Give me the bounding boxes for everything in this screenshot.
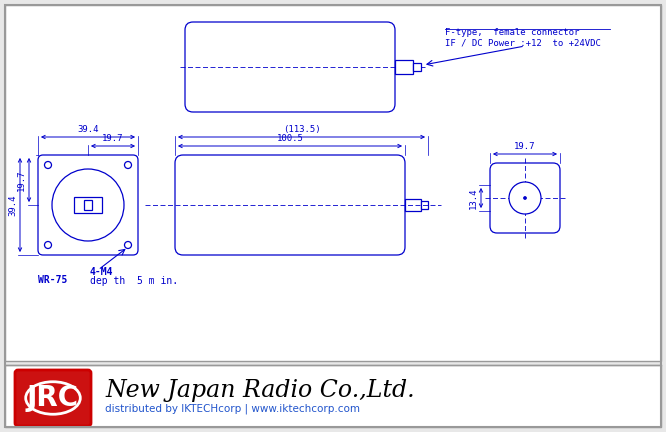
Text: New Japan Radio Co.,Ltd.: New Japan Radio Co.,Ltd. (105, 378, 415, 401)
Text: 39.4: 39.4 (8, 194, 17, 216)
FancyBboxPatch shape (490, 163, 560, 233)
FancyBboxPatch shape (175, 155, 405, 255)
Circle shape (509, 182, 541, 214)
Text: F-type,  female connector: F-type, female connector (445, 28, 579, 37)
Circle shape (523, 197, 527, 200)
Bar (413, 63, 421, 71)
FancyBboxPatch shape (38, 155, 138, 255)
Bar (5, 5, 661, 361)
Bar (74, 197, 102, 213)
Text: 13.4: 13.4 (469, 187, 478, 209)
FancyBboxPatch shape (15, 370, 91, 426)
Text: JRC: JRC (27, 384, 79, 412)
Text: 39.4: 39.4 (77, 125, 99, 134)
Text: WR-75: WR-75 (38, 275, 67, 285)
Text: 100.5: 100.5 (276, 134, 304, 143)
Text: 19.7: 19.7 (514, 142, 535, 151)
Text: IF / DC Power :+12  to +24VDC: IF / DC Power :+12 to +24VDC (445, 38, 601, 47)
Circle shape (125, 241, 131, 248)
Text: 19.7: 19.7 (103, 134, 124, 143)
Bar (5, 365, 661, 427)
Bar (405, 199, 421, 211)
Bar (421, 201, 428, 209)
Bar (395, 60, 413, 74)
Circle shape (515, 188, 535, 208)
Circle shape (521, 194, 529, 202)
Circle shape (45, 241, 51, 248)
Text: (113.5): (113.5) (282, 125, 320, 134)
FancyBboxPatch shape (185, 22, 395, 112)
Bar (84, 200, 92, 210)
Text: 4-M4: 4-M4 (90, 267, 113, 277)
Text: 19.7: 19.7 (17, 169, 26, 191)
Ellipse shape (26, 382, 81, 414)
Text: dep th  5 m in.: dep th 5 m in. (90, 276, 178, 286)
Circle shape (45, 162, 51, 168)
Circle shape (125, 162, 131, 168)
Text: distributed by IKTECHcorp | www.iktechcorp.com: distributed by IKTECHcorp | www.iktechco… (105, 404, 360, 414)
Circle shape (52, 169, 124, 241)
